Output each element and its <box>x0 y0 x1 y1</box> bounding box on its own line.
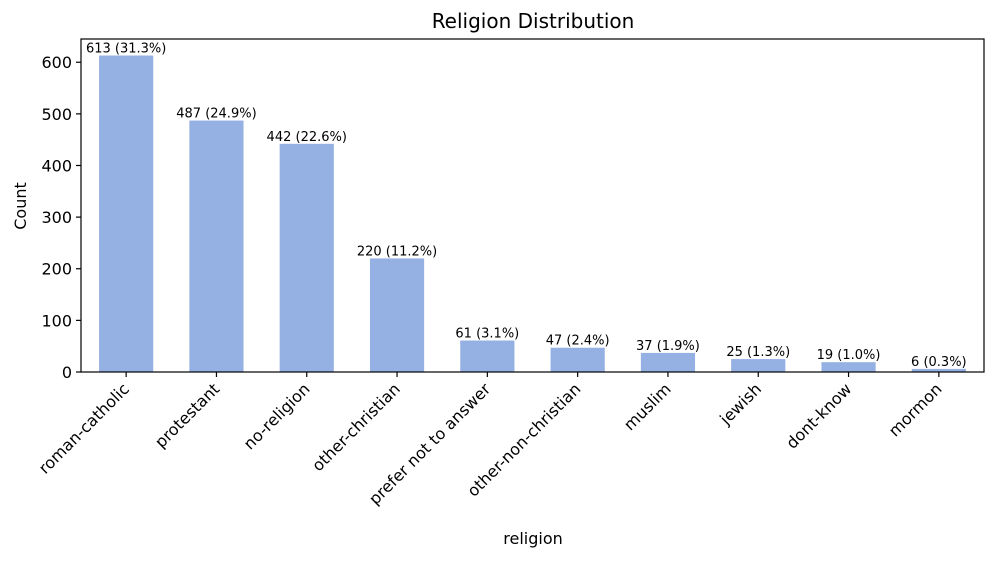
x-tick-label: roman-catholic <box>35 379 133 477</box>
data-label: 220 (11.2%) <box>357 244 437 259</box>
data-label: 37 (1.9%) <box>636 339 700 354</box>
bar-dont-know <box>821 362 876 372</box>
x-tick-label: other-christian <box>308 379 404 475</box>
x-axis-label: religion <box>503 529 563 548</box>
data-label: 6 (0.3%) <box>911 355 967 370</box>
bar-prefer-not-to-answer <box>460 340 515 372</box>
data-labels-group: 613 (31.3%) 487 (24.9%) 442 (22.6%) 220 (11… <box>86 42 967 370</box>
x-axis-ticks: roman-catholic protestant no-religionother… <box>35 372 946 509</box>
x-tick-label: protestant <box>151 379 223 451</box>
bar-roman-catholic <box>99 55 154 373</box>
data-label: 61 (3.1%) <box>455 327 519 342</box>
plot-frame <box>80 38 985 373</box>
bar-other-non-christian <box>550 347 605 372</box>
y-tick-label: 400 <box>41 156 72 175</box>
y-tick-label: 600 <box>41 53 72 72</box>
data-label: 442 (22.6%) <box>267 130 347 145</box>
bar-no-religion <box>279 143 334 372</box>
bar-muslim <box>640 352 696 372</box>
bars-group <box>99 55 966 373</box>
x-tick-label: mormon <box>885 379 946 440</box>
bar-jewish <box>731 359 786 372</box>
x-tick-label: no-religion <box>240 379 314 453</box>
bar-mormon <box>911 368 966 372</box>
y-axis-ticks: 0 100 200 300 400 500 600 <box>41 53 81 382</box>
data-label: 487 (24.9%) <box>176 107 256 122</box>
data-label: 25 (1.3%) <box>726 345 790 360</box>
data-label: 613 (31.3%) <box>86 42 166 57</box>
y-tick-label: 100 <box>41 311 72 330</box>
x-tick-label: jewish <box>715 379 765 429</box>
bar-other-christian <box>369 258 425 372</box>
data-label: 47 (2.4%) <box>546 334 610 349</box>
y-tick-label: 500 <box>41 105 72 124</box>
bar-protestant <box>189 120 244 372</box>
chart-title: Religion Distribution <box>432 9 635 33</box>
y-tick-label: 300 <box>41 208 72 227</box>
y-axis-label: Count <box>11 182 30 230</box>
y-tick-label: 0 <box>62 363 72 382</box>
data-label: 19 (1.0%) <box>817 348 881 363</box>
x-tick-label: muslim <box>620 379 675 434</box>
x-tick-label: dont-know <box>782 379 855 452</box>
y-tick-label: 200 <box>41 260 72 279</box>
